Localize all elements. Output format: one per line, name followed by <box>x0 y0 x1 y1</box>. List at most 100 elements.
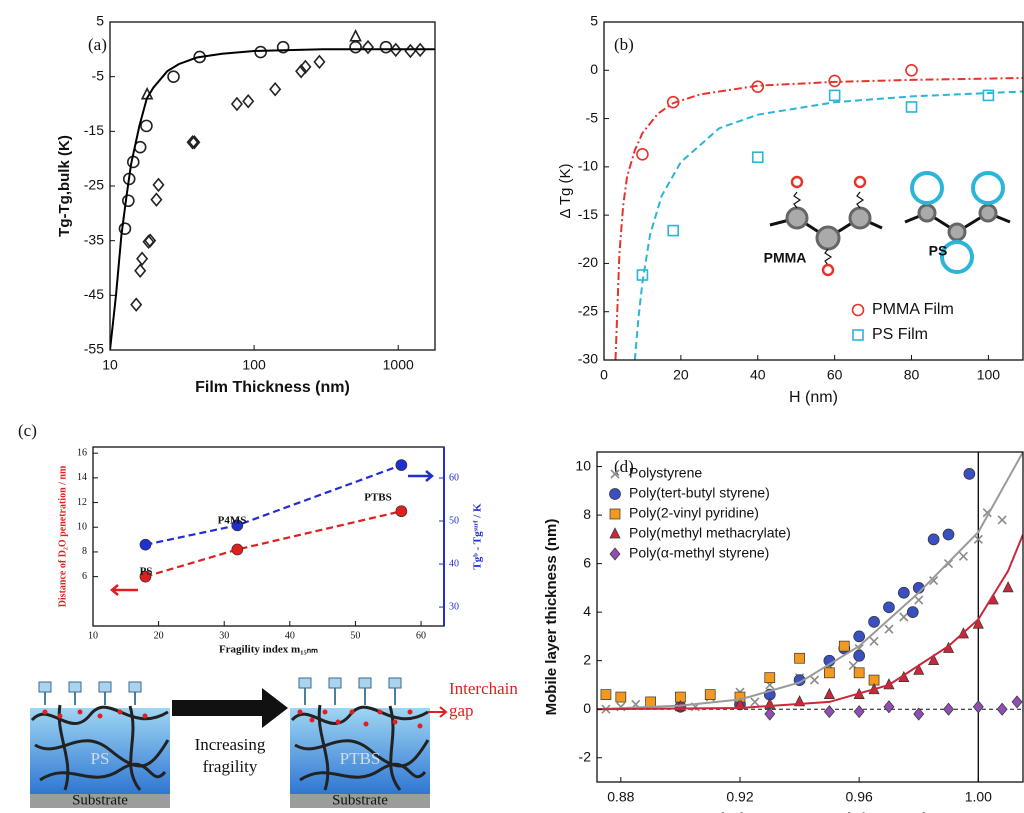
fragility-schematic <box>30 677 448 808</box>
x-tick-label: 20 <box>673 367 689 383</box>
y-axis-label: Distance of D₂O penetration / nm <box>57 465 68 607</box>
y-tick-label: 2 <box>583 651 591 667</box>
x-tick-label: 30 <box>219 630 229 641</box>
annotation: PS <box>140 566 153 578</box>
arrow-label: Increasing <box>195 735 266 754</box>
x-axis-label: H (nm) <box>789 389 838 406</box>
data-point <box>942 528 955 541</box>
data-point <box>231 543 244 556</box>
data-point <box>828 74 841 88</box>
data-point <box>389 42 402 58</box>
y-tick-label: -15 <box>578 206 598 222</box>
legend-marker <box>851 303 865 317</box>
data-point <box>615 691 627 703</box>
gap-label: Interchain <box>449 679 518 698</box>
y-tick-label: 5 <box>590 13 598 29</box>
chart-panel: (d)0.880.920.961.00-20246810Scaled tempe… <box>543 451 1024 813</box>
data-point <box>150 192 163 207</box>
trend-line <box>145 510 402 578</box>
y-axis-label: Δ Tg (K) <box>557 163 574 218</box>
data-point <box>914 595 924 605</box>
y-tick-label: -2 <box>579 748 592 764</box>
y-tick-label: -20 <box>578 254 598 270</box>
film-label: PS <box>91 749 110 768</box>
data-point <box>883 601 895 614</box>
x-axis-label: Fragility index m₁₅ₙₘ <box>219 644 318 656</box>
molecule-schematic <box>769 171 1011 277</box>
data-point <box>853 705 865 719</box>
y-tick-label: -35 <box>84 231 104 247</box>
y-tick-label: -15 <box>84 122 104 138</box>
annotation: P4MS <box>218 515 247 527</box>
legend-label: Poly(methyl methacrylate) <box>629 525 791 541</box>
data-point <box>600 689 612 700</box>
data-point <box>414 42 427 58</box>
trend-line <box>145 464 402 546</box>
data-point <box>828 89 841 102</box>
plot-frame <box>603 21 1024 361</box>
data-point <box>928 653 940 666</box>
data-point <box>997 515 1007 525</box>
data-point <box>750 697 760 707</box>
y-tick-label: 0 <box>583 700 591 716</box>
data-point <box>868 616 880 628</box>
fit-line <box>597 452 1023 711</box>
y-tick-label: -5 <box>92 67 105 83</box>
data-point <box>395 505 408 518</box>
data-point <box>963 467 976 480</box>
legend-label: Poly(α-methyl styrene) <box>629 545 769 561</box>
plot-frame <box>596 451 1024 783</box>
chart-panel: (c) 10 20 30 40 50 60 6 8 10 12 14 16 30 40 50 60 Fragili… <box>18 421 484 656</box>
y-tick-label: 6 <box>82 571 87 582</box>
y-tick-label: -25 <box>84 177 104 193</box>
data-point <box>929 576 939 586</box>
data-point <box>130 297 143 312</box>
data-point <box>122 194 135 208</box>
data-point <box>186 135 199 150</box>
data-point <box>276 40 290 54</box>
legend-label: Poly(tert-butyl styrene) <box>629 485 770 501</box>
fit-line <box>614 77 1023 360</box>
y-tick-label: -25 <box>578 302 598 318</box>
data-point <box>152 177 165 193</box>
data-point <box>295 63 308 79</box>
panel-label: (a) <box>88 35 107 54</box>
x-tick-label: 80 <box>904 367 920 383</box>
data-point <box>231 519 244 532</box>
annotation: PMMA <box>764 250 807 266</box>
substrate-label: Substrate <box>332 792 388 808</box>
y2-tick-label: 60 <box>449 472 459 483</box>
x-axis-label: Scaled temperature (T/Tg,DSC) <box>692 811 928 813</box>
y2-tick-label: 50 <box>449 515 459 526</box>
y-axis-label: Mobile layer thickness (nm) <box>543 519 560 716</box>
data-point <box>972 617 984 629</box>
legend-marker <box>852 329 864 341</box>
x-tick-label: 60 <box>827 367 843 383</box>
y-tick-label: 14 <box>77 472 87 483</box>
data-point <box>704 689 716 700</box>
y-tick-label: -45 <box>84 286 104 302</box>
x-tick-label: 1000 <box>383 357 414 373</box>
data-point <box>140 119 153 133</box>
data-point <box>853 630 866 643</box>
y2-axis-label: Tgᵇ - Tgˢᵘʳᶠ / K <box>472 503 484 570</box>
gap-label: gap <box>449 701 474 720</box>
data-point <box>972 700 984 714</box>
chart-panel: (b) 0 20 40 60 80 100 -30 -25 -20 -15 -10 -5 0 5 H (nm)… <box>557 13 1024 406</box>
data-point <box>794 652 805 664</box>
panel-label: (b) <box>614 35 634 54</box>
x-tick-label: 10 <box>102 357 118 373</box>
data-point <box>996 702 1008 716</box>
data-point <box>645 696 656 708</box>
axis-arrow <box>408 470 434 482</box>
film-label: PTBS <box>340 749 381 768</box>
data-point <box>883 700 895 714</box>
y-tick-label: 5 <box>96 13 104 29</box>
data-point <box>242 94 255 109</box>
annotation: PS <box>929 243 948 259</box>
data-point <box>188 135 201 150</box>
data-point <box>167 70 180 83</box>
data-point <box>982 89 995 102</box>
plot-frame <box>92 446 445 627</box>
